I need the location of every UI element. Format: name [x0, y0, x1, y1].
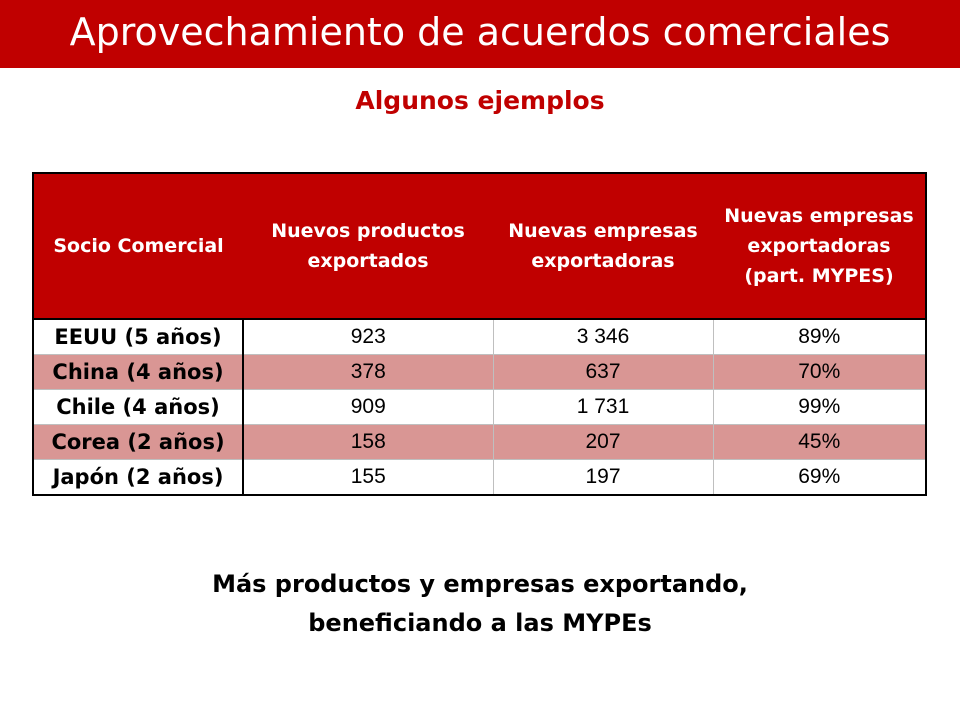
conclusion-text: Más productos y empresas exportando, ben…: [0, 565, 960, 643]
header-mypes-share: Nuevas empresas exportadoras (part. MYPE…: [713, 173, 926, 320]
products-cell: 158: [242, 424, 493, 460]
table-header-row: Socio Comercial Nuevos productos exporta…: [33, 173, 926, 320]
title-bar: Aprovechamiento de acuerdos comerciales: [0, 0, 960, 68]
slide-subtitle: Algunos ejemplos: [355, 86, 605, 115]
partner-cell: Japón (2 años): [33, 459, 244, 495]
conclusion-line-1: Más productos y empresas exportando,: [212, 570, 748, 598]
header-trade-partner: Socio Comercial: [33, 173, 243, 320]
table-row: EEUU (5 años) 923 3 346 89%: [33, 318, 926, 355]
mypes-cell: 69%: [712, 459, 926, 495]
companies-cell: 3 346: [492, 318, 713, 355]
mypes-cell: 99%: [712, 389, 926, 425]
mypes-cell: 70%: [712, 354, 926, 390]
products-cell: 155: [242, 459, 493, 495]
products-cell: 378: [242, 354, 493, 390]
companies-cell: 1 731: [492, 389, 713, 425]
table-row: Corea (2 años) 158 207 45%: [33, 424, 926, 460]
companies-cell: 197: [492, 459, 713, 495]
partner-cell: EEUU (5 años): [33, 318, 244, 355]
conclusion-line-2: beneficiando a las MYPEs: [308, 609, 652, 637]
products-cell: 909: [242, 389, 493, 425]
companies-cell: 637: [492, 354, 713, 390]
mypes-cell: 45%: [712, 424, 926, 460]
table-row: Japón (2 años) 155 197 69%: [33, 459, 926, 495]
partner-cell: Chile (4 años): [33, 389, 244, 425]
partner-cell: China (4 años): [33, 354, 244, 390]
products-cell: 923: [242, 318, 493, 355]
companies-cell: 207: [492, 424, 713, 460]
header-new-companies: Nuevas empresas exportadoras: [493, 173, 713, 320]
mypes-cell: 89%: [712, 318, 926, 355]
partner-cell: Corea (2 años): [33, 424, 244, 460]
header-new-products: Nuevos productos exportados: [243, 173, 493, 320]
trade-agreements-table: Socio Comercial Nuevos productos exporta…: [32, 172, 927, 496]
table-row: China (4 años) 378 637 70%: [33, 354, 926, 390]
table-row: Chile (4 años) 909 1 731 99%: [33, 389, 926, 425]
slide-title: Aprovechamiento de acuerdos comerciales: [69, 10, 891, 54]
